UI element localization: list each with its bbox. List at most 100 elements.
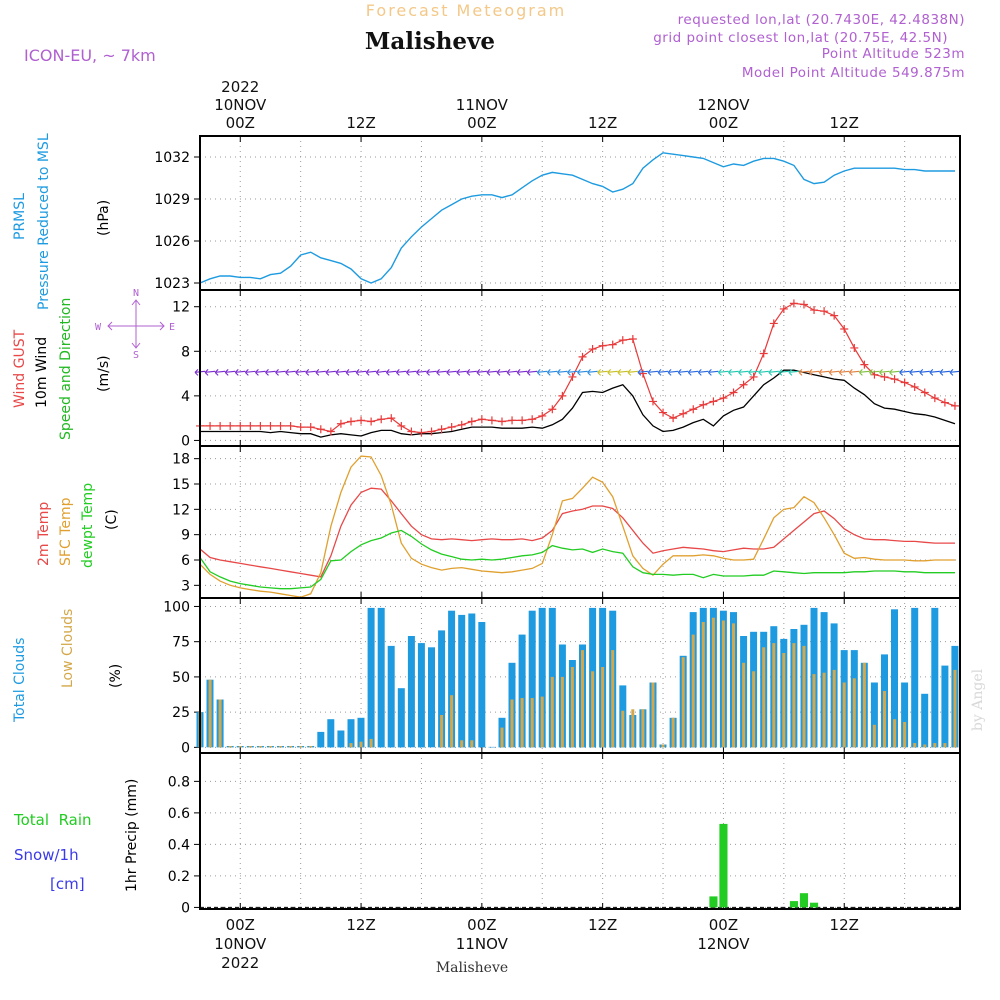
cloud-bar-low	[893, 719, 897, 748]
cloud-bar-low	[470, 740, 474, 748]
wind-direction-arrow-icon	[939, 368, 950, 376]
wind-direction-arrow-icon	[869, 368, 880, 376]
top-time-label: 11NOV	[456, 96, 509, 114]
cloud-bar-total	[417, 643, 425, 748]
pressure-labels: PRMSL Pressure Reduced to MSL (hPa)	[12, 133, 112, 310]
wind-direction-arrow-icon	[667, 368, 679, 376]
cloud-bar-low	[349, 743, 353, 748]
cloud-bar-total	[488, 746, 496, 748]
top-time-label: 12Z	[588, 114, 617, 132]
wind-direction-arrow-icon	[456, 368, 467, 376]
wind-direction-arrow-icon	[486, 368, 497, 376]
gust-marker	[578, 352, 587, 361]
gust-marker	[367, 417, 376, 426]
wind-direction-arrow-icon	[728, 368, 739, 376]
gust-marker	[880, 372, 889, 381]
wind-direction-arrow-icon	[657, 368, 669, 376]
wind-direction-arrow-icon	[416, 368, 427, 376]
cloud-bar-low	[208, 679, 212, 748]
cloud-bar-low	[701, 622, 705, 748]
wind-direction-arrow-icon	[335, 368, 346, 376]
snow-unit: [cm]	[50, 875, 85, 893]
pressure-reduced-label: Pressure Reduced to MSL	[36, 133, 52, 310]
gust-label: Wind GUST	[12, 329, 28, 408]
temp-labels: 2m Temp SFC Temp dewpt Temp (C)	[36, 483, 120, 568]
y-tick-label: 0.6	[168, 806, 190, 822]
wind-direction-arrow-icon	[577, 368, 588, 376]
cloud-bar-low	[621, 710, 625, 748]
gust-marker	[689, 405, 698, 414]
y-tick-label: 1026	[154, 234, 190, 250]
cloud-bar-low	[248, 746, 252, 748]
cloud-bar-low	[711, 617, 715, 748]
gust-marker	[508, 416, 517, 425]
cloud-bar-low	[792, 643, 796, 748]
cloud-bar-low	[440, 715, 444, 748]
gust-marker	[518, 416, 527, 425]
cloud-bar-total	[347, 719, 355, 748]
precip-labels: Total Rain Snow/1h [cm] 1hr Precip (mm)	[13, 779, 140, 893]
cloud-bar-low	[732, 623, 735, 748]
cloud-bar-low	[933, 743, 937, 748]
sfc-label: SFC Temp	[58, 497, 74, 566]
prmsl-label: PRMSL	[12, 193, 28, 240]
precip-bar	[709, 896, 718, 908]
gust-marker	[558, 391, 567, 400]
cloud-bar-total	[357, 717, 365, 748]
direction-label: Speed and Direction	[58, 298, 74, 440]
y-tick-label: 0	[181, 433, 190, 449]
model-label: ICON-EU, ~ 7km	[24, 46, 156, 65]
wind-direction-arrow-icon	[587, 368, 598, 376]
wind-direction-arrow-icon	[889, 368, 900, 376]
compass-e: E	[169, 322, 175, 333]
gust-marker	[699, 400, 708, 409]
wind-direction-arrow-icon	[375, 368, 387, 376]
gust-marker	[820, 307, 829, 316]
top-time-label: 12Z	[346, 114, 375, 132]
wind-direction-arrow-icon	[244, 368, 256, 376]
wind-direction-arrow-icon	[909, 368, 920, 376]
gust-marker	[407, 427, 416, 436]
bottom-time-label: 10NOV	[214, 935, 267, 953]
requested-coords: requested lon,lat (20.7430E, 42.4838N)	[678, 12, 965, 28]
wind-direction-arrow-icon	[234, 368, 246, 376]
wind-direction-arrow-icon	[818, 368, 830, 376]
gust-marker	[729, 388, 738, 397]
compass-w: W	[95, 322, 102, 333]
bottom-time-label: 00Z	[709, 916, 738, 934]
cloud-bar-total	[438, 630, 446, 748]
wind-direction-arrow-icon	[516, 368, 528, 376]
grid-point: grid point closest lon,lat (20.75E, 42.5…	[653, 30, 948, 46]
cloud-bar-low	[309, 746, 313, 748]
gust-marker	[628, 335, 637, 344]
cloud-bar-total	[327, 719, 335, 748]
cloud-bar-total	[428, 647, 435, 748]
wind-direction-arrow-icon	[798, 368, 810, 376]
gust-marker	[528, 415, 537, 424]
wind-direction-arrow-icon	[617, 368, 628, 376]
gust-marker	[709, 397, 718, 406]
y-tick-label: 50	[172, 670, 190, 686]
top-time-label: 12NOV	[697, 96, 750, 114]
gust-marker	[719, 394, 728, 403]
cloud-bar-low	[641, 709, 645, 748]
cloud-bar-low	[651, 682, 655, 748]
gust-marker	[226, 421, 235, 430]
cloud-bar-low	[228, 746, 232, 748]
gust-marker	[618, 336, 627, 345]
wind-direction-arrow-icon	[355, 368, 367, 376]
gust-marker	[427, 427, 436, 436]
gust-marker	[447, 423, 456, 432]
top-time-label: 00Z	[226, 114, 255, 132]
cloud-bar-total	[367, 607, 375, 748]
cloud-bar-total	[397, 688, 405, 748]
y-tick-label: 15	[172, 477, 190, 493]
gust-marker	[457, 420, 466, 429]
cloud-bar-low	[762, 647, 766, 748]
rain-label: Total Rain	[13, 811, 92, 829]
series-line-gust	[200, 302, 956, 434]
cloud-bar-low	[681, 657, 685, 748]
wind-direction-arrow-icon	[496, 368, 508, 376]
wind-direction-arrow-icon	[556, 368, 568, 376]
cloud-bar-low	[540, 696, 544, 748]
